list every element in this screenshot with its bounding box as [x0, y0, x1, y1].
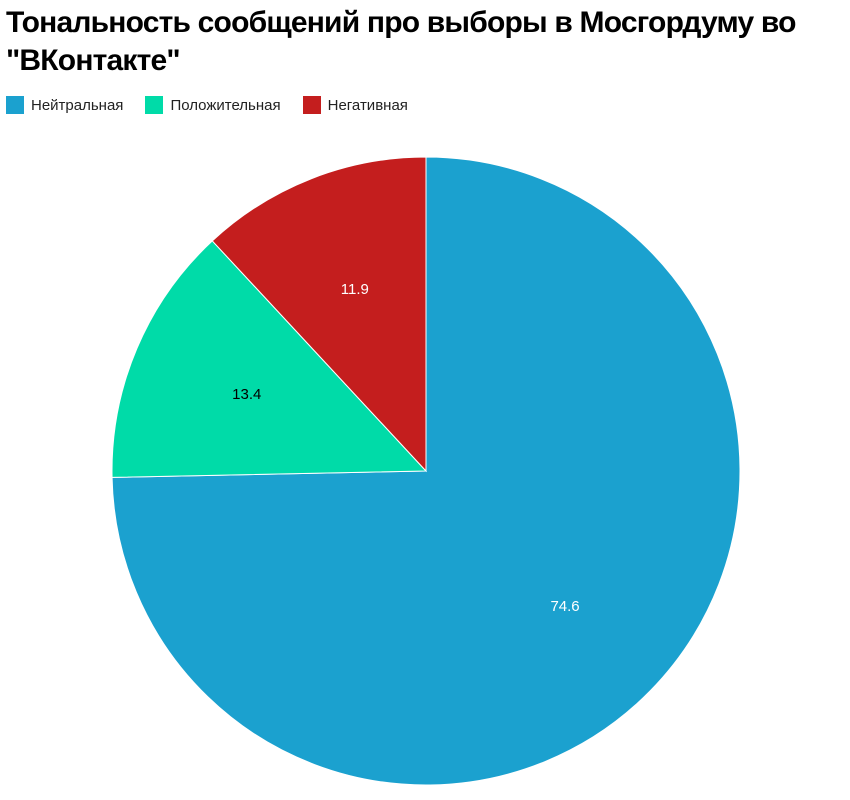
- legend: Нейтральная Положительная Негативная: [6, 96, 430, 114]
- pie-slice-neutral[interactable]: [111, 156, 741, 786]
- pie-slices: [111, 156, 741, 786]
- pie-labels: 74.6 13.4 11.9: [232, 281, 580, 615]
- pie-slice-positive[interactable]: [111, 240, 428, 478]
- legend-swatch-positive: [145, 96, 164, 114]
- legend-swatch-neutral: [6, 96, 24, 114]
- legend-swatch-negative: [302, 96, 321, 114]
- legend-label-neutral: Нейтральная: [31, 96, 124, 114]
- legend-item-neutral[interactable]: Нейтральная: [6, 96, 123, 114]
- slice-label-positive: 13.4: [232, 386, 261, 403]
- legend-label-positive: Положительная: [170, 96, 281, 114]
- slice-label-negative: 11.9: [341, 281, 369, 298]
- chart-title: Тональность сообщений про выборы в Мосго…: [6, 6, 796, 77]
- legend-item-negative[interactable]: Негативная: [302, 96, 408, 114]
- legend-item-positive[interactable]: Положительная: [145, 96, 281, 114]
- pie-slice-negative[interactable]: [211, 156, 427, 473]
- slice-label-neutral: 74.6: [550, 598, 579, 615]
- legend-label-negative: Негативная: [327, 96, 408, 114]
